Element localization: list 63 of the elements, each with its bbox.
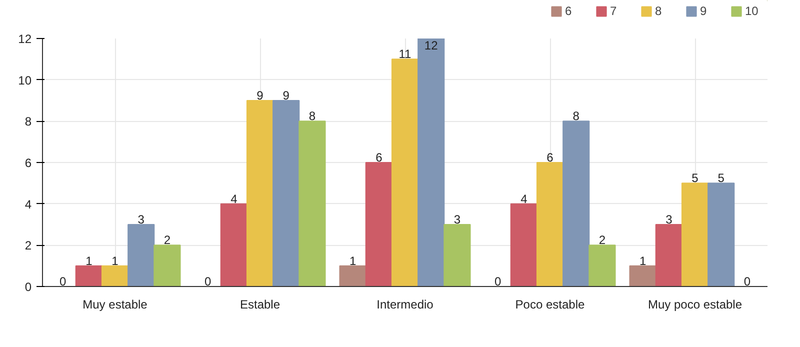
bar (510, 203, 538, 286)
x-tick-label: Poco estable (515, 298, 586, 312)
legend-label: 9 (700, 4, 708, 18)
bar (365, 162, 392, 286)
data-label: 3 (138, 212, 145, 226)
y-tick-label: 10 (18, 73, 32, 88)
legend-label: 8 (655, 4, 663, 18)
data-label: 0 (204, 274, 212, 288)
bar (562, 120, 590, 286)
bar (75, 265, 102, 286)
y-tick-label: 4 (24, 197, 32, 212)
bar (154, 244, 181, 286)
data-label: 8 (308, 109, 316, 124)
data-label: 1 (86, 254, 93, 268)
data-label: 3 (454, 212, 461, 226)
bar (101, 265, 129, 286)
data-label: 1 (639, 254, 646, 268)
x-tick-label: Estable (240, 298, 280, 312)
legend-label: 10 (745, 4, 760, 18)
legend-label: 7 (610, 4, 618, 18)
data-label: 9 (282, 88, 290, 102)
bar (588, 244, 616, 286)
data-label: 0 (494, 274, 502, 288)
data-label: 6 (546, 150, 554, 164)
data-label: 8 (572, 109, 580, 124)
bar (339, 265, 366, 286)
bar (298, 120, 326, 286)
bar (391, 58, 419, 286)
bar (418, 38, 445, 286)
data-label: 1 (349, 254, 356, 268)
data-label: 9 (256, 88, 264, 102)
bar (536, 162, 564, 286)
data-label: 2 (598, 233, 606, 248)
bar (655, 224, 682, 286)
data-label: 5 (692, 171, 699, 186)
data-label: 5 (718, 171, 725, 186)
bar (708, 182, 735, 286)
y-tick-label: 2 (24, 238, 32, 253)
data-label: 3 (666, 212, 673, 226)
data-label: 12 (424, 38, 438, 52)
legend-label: 6 (565, 4, 573, 18)
x-tick-label: Intermedio (376, 298, 434, 312)
bar (629, 265, 656, 286)
bar (220, 203, 248, 286)
x-tick-label: Muy estable (82, 298, 148, 312)
bar (128, 224, 155, 286)
data-label: 2 (164, 233, 171, 248)
bar (681, 182, 709, 286)
bar (246, 100, 274, 286)
data-label: 1 (112, 254, 119, 268)
bar (272, 100, 300, 286)
bar (444, 224, 471, 286)
data-label: 6 (376, 150, 383, 164)
data-label: 11 (398, 47, 412, 62)
data-label: 4 (520, 192, 528, 206)
y-tick-label: 12 (18, 32, 32, 46)
y-tick-label: 8 (24, 114, 32, 129)
x-tick-label: Muy poco estable (648, 298, 742, 312)
y-tick-label: 0 (24, 280, 32, 294)
data-label: 4 (230, 192, 238, 206)
data-label: 0 (744, 274, 751, 288)
data-label: 0 (59, 274, 66, 288)
y-tick-label: 6 (24, 156, 32, 170)
